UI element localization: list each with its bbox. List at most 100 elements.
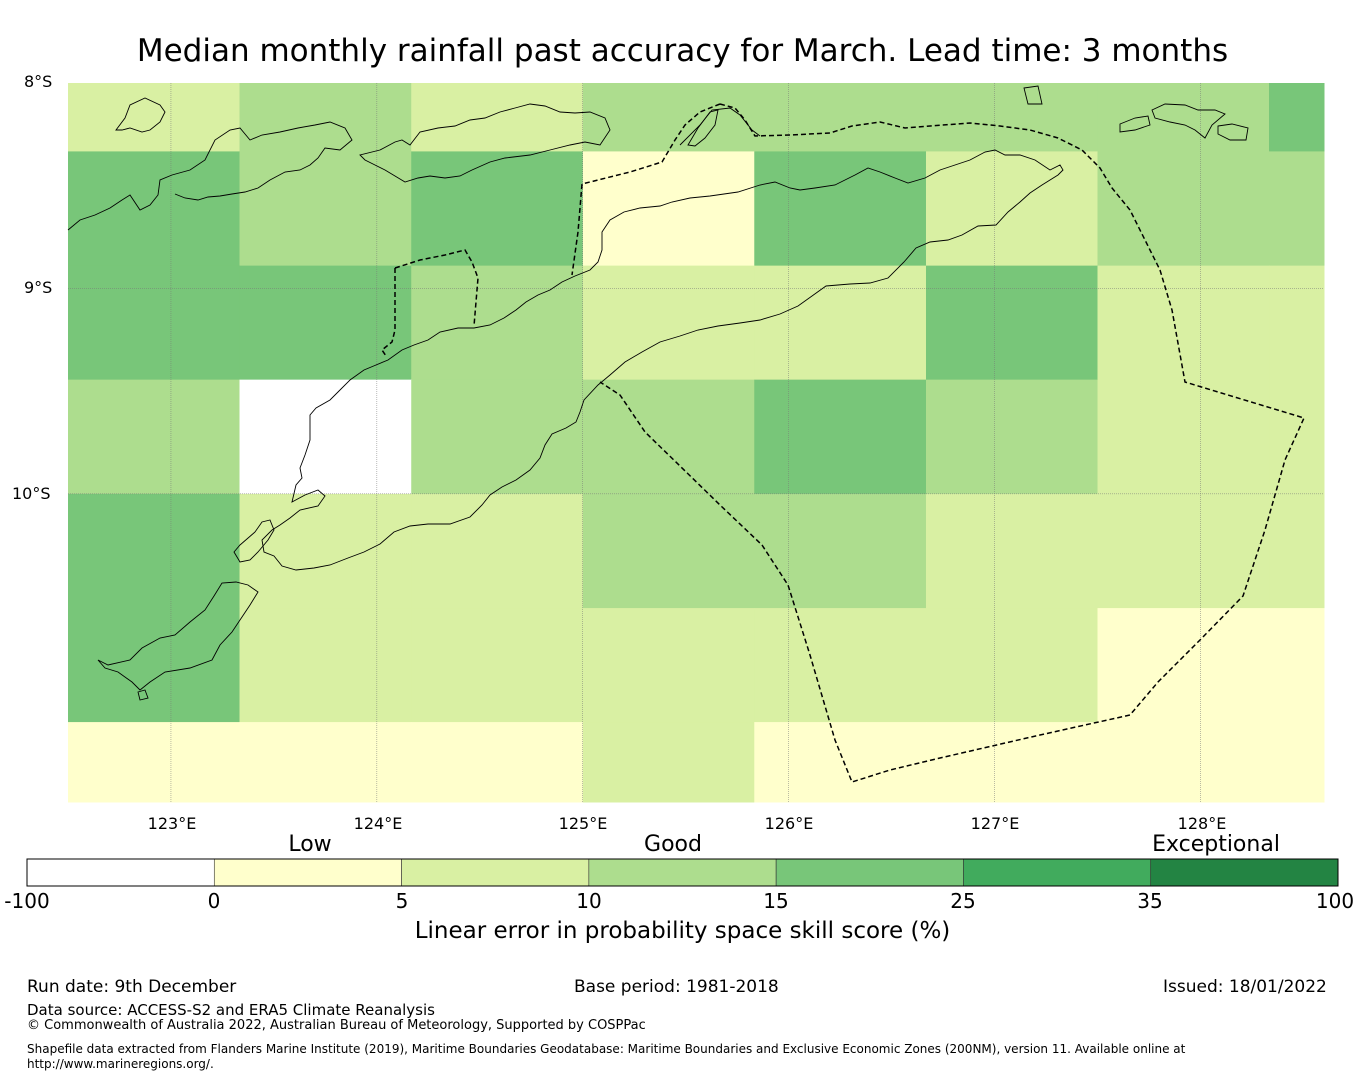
lon-label-127e: 127°E: [970, 814, 1020, 833]
colorbar-segment: [963, 858, 1152, 887]
lon-label-123e: 123°E: [147, 814, 197, 833]
skill-grid-cells: [68, 83, 1325, 803]
grid-cell: [754, 608, 927, 723]
grid-cell: [1269, 151, 1325, 267]
grid-cell: [1269, 83, 1325, 152]
lakor-coastline: [1119, 115, 1151, 133]
eez-boundary-wetar: [571, 103, 721, 276]
grid-cell: [1097, 722, 1270, 803]
grid-cell: [1097, 379, 1270, 495]
grid-cell: [411, 83, 584, 152]
colorbar-segment: [775, 858, 964, 887]
grid-cell: [582, 151, 755, 267]
cb-tick-minus100: -100: [4, 889, 50, 913]
grid-cell: [239, 608, 412, 723]
colorbar-segment: [26, 858, 215, 887]
shapefile-credit: Shapefile data extracted from Flanders M…: [27, 1042, 1186, 1071]
grid-cell: [1097, 151, 1270, 267]
grid-cell: [239, 151, 412, 267]
cb-tick-10: 10: [576, 889, 602, 913]
grid-cell: [582, 493, 755, 609]
leti-coastline: [1151, 103, 1226, 139]
grid-cell: [1269, 722, 1325, 803]
lat-label-10s: 10°S: [12, 484, 51, 503]
grid-cell: [925, 83, 1099, 152]
grid-cell: [68, 265, 241, 381]
grid-cell: [754, 379, 927, 495]
grid-cell: [411, 722, 584, 803]
grid-cell: [239, 493, 412, 609]
grid-cell: [925, 379, 1099, 495]
solor-coastline: [359, 103, 611, 183]
grid-cell: [68, 722, 241, 803]
eez-boundary-east: [599, 103, 1306, 783]
grid-cell: [411, 379, 584, 495]
grid-cell: [239, 379, 412, 495]
cb-tick-0: 0: [207, 889, 221, 913]
cb-tick-35: 35: [1137, 889, 1163, 913]
coastline: [67, 85, 1249, 701]
cb-tick-5: 5: [395, 889, 409, 913]
category-good: Good: [644, 832, 702, 857]
grid-cell: [582, 265, 755, 381]
grid-cell: [239, 722, 412, 803]
cb-tick-25: 25: [950, 889, 976, 913]
cb-tick-15: 15: [763, 889, 789, 913]
lon-label-125e: 125°E: [558, 814, 608, 833]
grid-cell: [1097, 83, 1270, 152]
lat-label-8s: 8°S: [24, 72, 53, 91]
pantar-coastline: [67, 121, 353, 231]
grid-cell: [1269, 608, 1325, 723]
grid-cell: [411, 608, 584, 723]
skill-score-map: [67, 83, 1325, 803]
grid-cell: [239, 83, 412, 152]
grid-cell: [925, 608, 1099, 723]
timor-coastline: [261, 149, 1064, 571]
run-date: Run date: 9th December: [27, 977, 237, 997]
graticule-lines: [68, 83, 1324, 802]
grid-cell: [925, 722, 1099, 803]
grid-cell: [68, 83, 241, 152]
grid-cell: [411, 151, 584, 267]
cb-tick-100: 100: [1315, 889, 1355, 913]
base-period: Base period: 1981-2018: [574, 977, 779, 997]
colorbar-segments: [26, 858, 1339, 887]
grid-cell: [754, 722, 927, 803]
grid-cell: [239, 265, 412, 381]
eez-boundary-oecusse: [394, 249, 479, 327]
lon-label-124e: 124°E: [353, 814, 403, 833]
grid-cell: [925, 265, 1099, 381]
grid-cell: [925, 493, 1099, 609]
grid-cell: [1097, 608, 1270, 723]
maritime-boundary: [380, 103, 1306, 783]
grid-cell: [1097, 493, 1270, 609]
grid-cell: [1269, 265, 1325, 381]
moa-coastline: [1217, 123, 1249, 141]
grid-cell: [582, 379, 755, 495]
colorbar-segment: [213, 858, 402, 887]
grid-cell: [1097, 265, 1270, 381]
grid-cell: [582, 722, 755, 803]
category-low: Low: [288, 832, 332, 857]
colorbar: [26, 858, 1339, 887]
colorbar-segment: [1150, 858, 1339, 887]
colorbar-frame: [26, 858, 1339, 887]
colorbar-label: Linear error in probability space skill …: [414, 918, 951, 944]
copyright: © Commonwealth of Australia 2022, Austra…: [27, 1018, 646, 1033]
grid-cell: [1269, 493, 1325, 609]
grid-cell: [754, 265, 927, 381]
grid-cell: [754, 493, 927, 609]
kisar-coastline: [1023, 85, 1043, 105]
grid-cell: [1269, 379, 1325, 495]
lat-label-9s: 9°S: [24, 278, 53, 297]
ndao-coastline: [137, 689, 149, 701]
grid-cell: [582, 608, 755, 723]
issued-date: Issued: 18/01/2022: [1163, 977, 1327, 997]
colorbar-segment: [401, 858, 590, 887]
lon-label-128e: 128°E: [1177, 814, 1227, 833]
alor-coastline: [115, 97, 166, 133]
data-source: Data source: ACCESS-S2 and ERA5 Climate …: [27, 1001, 435, 1019]
grid-cell: [68, 493, 241, 609]
lon-label-126e: 126°E: [764, 814, 814, 833]
grid-cell: [68, 608, 241, 723]
